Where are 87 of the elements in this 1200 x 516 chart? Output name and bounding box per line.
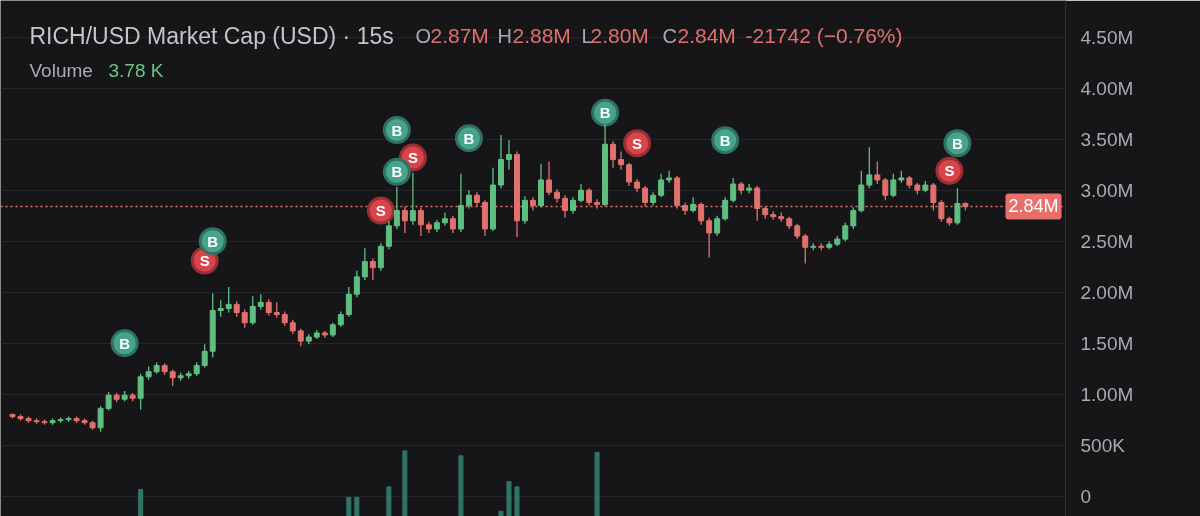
candlestick bbox=[882, 177, 889, 202]
candlestick bbox=[105, 391, 112, 412]
candlestick bbox=[714, 215, 721, 237]
candlestick bbox=[578, 183, 585, 204]
data-label: B bbox=[463, 129, 475, 147]
y-tick-label: 1.00M bbox=[1080, 383, 1134, 405]
candlestick bbox=[369, 257, 376, 281]
data-label: S bbox=[199, 252, 210, 270]
annotation: 2.87M bbox=[430, 24, 489, 47]
candlestick bbox=[850, 206, 857, 230]
candlestick bbox=[842, 222, 849, 242]
candlestick bbox=[626, 161, 633, 187]
annotation: O bbox=[415, 24, 432, 47]
candlestick bbox=[241, 308, 248, 329]
annotation: -21742 (−0.76%) bbox=[745, 24, 903, 47]
candlestick bbox=[385, 220, 392, 250]
bar bbox=[138, 488, 144, 516]
y-tick-label: 2.00M bbox=[1080, 281, 1134, 303]
y-tick-label: 4.50M bbox=[1080, 26, 1134, 48]
candlestick bbox=[722, 196, 729, 222]
candlestick bbox=[666, 170, 673, 184]
annotation: H bbox=[497, 24, 512, 47]
candlestick bbox=[201, 343, 208, 369]
candlestick bbox=[506, 139, 512, 171]
candlestick bbox=[658, 173, 665, 198]
y-tick-label: 1.50M bbox=[1080, 332, 1134, 354]
candlestick bbox=[594, 198, 601, 210]
candlestick bbox=[465, 189, 472, 210]
candlestick bbox=[377, 242, 384, 272]
bar bbox=[506, 481, 512, 516]
data-label: B bbox=[391, 163, 403, 181]
candlestick bbox=[546, 160, 552, 196]
data-label: B bbox=[951, 134, 963, 152]
y-tick-label: 2.50M bbox=[1080, 230, 1134, 252]
y-tick-label: 3.50M bbox=[1080, 128, 1134, 150]
candlestick bbox=[618, 150, 625, 171]
text: RICH/USD Market Cap (USD) · 15s bbox=[29, 22, 394, 49]
ref-line-label: 2.84M bbox=[1008, 196, 1059, 217]
bar bbox=[458, 455, 464, 516]
data-label: B bbox=[599, 104, 611, 122]
candlestick bbox=[610, 140, 617, 169]
annotation: 3.78 K bbox=[108, 60, 164, 81]
y-tick-label: 3.00M bbox=[1080, 179, 1134, 201]
bar bbox=[594, 451, 600, 516]
candlestick bbox=[225, 286, 232, 314]
y-tick-label: 0 bbox=[1080, 485, 1092, 507]
data-label: S bbox=[407, 149, 418, 167]
data-label: B bbox=[207, 232, 219, 250]
candlestick bbox=[706, 217, 713, 259]
candlestick bbox=[409, 172, 416, 226]
data-label: B bbox=[391, 121, 403, 139]
candlestick bbox=[393, 186, 400, 230]
data-label: S bbox=[944, 162, 955, 180]
candlestick bbox=[522, 195, 528, 225]
candlestick bbox=[441, 211, 448, 227]
candlestick bbox=[137, 373, 144, 411]
candlestick bbox=[802, 233, 809, 265]
data-label: S bbox=[375, 202, 386, 220]
y-tick-label: 4.00M bbox=[1080, 77, 1134, 99]
bar bbox=[498, 510, 504, 516]
bar bbox=[514, 486, 520, 516]
candlestick bbox=[345, 286, 352, 318]
candlestick bbox=[866, 146, 873, 189]
candlestick bbox=[249, 295, 256, 326]
candlestick bbox=[353, 270, 360, 298]
bar bbox=[386, 486, 392, 516]
annotation: Volume bbox=[29, 60, 93, 81]
annotation: 2.84M bbox=[677, 24, 736, 47]
annotation: 2.88M bbox=[512, 24, 571, 47]
annotation: 2.80M bbox=[590, 24, 649, 47]
candlestick bbox=[642, 185, 649, 208]
data-label: B bbox=[719, 131, 731, 149]
candlestick bbox=[730, 177, 737, 204]
candlestick bbox=[890, 173, 897, 198]
annotation: L bbox=[581, 24, 593, 47]
candlestick bbox=[457, 173, 464, 233]
candlestick bbox=[954, 187, 961, 226]
bar bbox=[346, 496, 352, 516]
data-label: S bbox=[632, 134, 643, 152]
annotation: C bbox=[662, 24, 677, 47]
candlestick bbox=[361, 247, 368, 281]
candlestick bbox=[97, 405, 104, 433]
candlestick bbox=[874, 160, 881, 185]
bar bbox=[354, 496, 360, 516]
data-label: B bbox=[119, 334, 131, 352]
bar bbox=[402, 450, 408, 516]
y-tick-label: 500K bbox=[1080, 434, 1126, 456]
